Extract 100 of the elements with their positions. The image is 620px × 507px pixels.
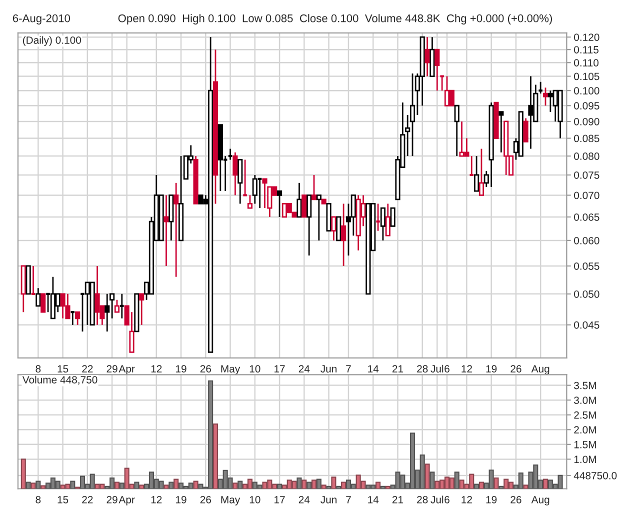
- bar: [474, 484, 480, 489]
- bar: [164, 484, 169, 489]
- y-tick-label: 0.090: [574, 118, 600, 126]
- bar: [36, 480, 41, 489]
- bar: [302, 480, 307, 489]
- x-tick-label: 14: [368, 496, 379, 504]
- bar: [336, 486, 342, 489]
- candlestick: [276, 190, 282, 218]
- x-tick-label: 29: [106, 365, 118, 373]
- x-tick-label: 8: [36, 496, 41, 504]
- x-tick-label: 7: [346, 365, 351, 372]
- x-tick-label: 15: [58, 365, 68, 373]
- bar: [321, 484, 326, 489]
- candlestick: [341, 203, 346, 267]
- x-tick-label: 29: [106, 496, 118, 504]
- bar: [238, 480, 243, 489]
- x-tick-label: 17: [274, 365, 285, 372]
- bar: [30, 482, 36, 489]
- x-tick-label: Apr: [118, 365, 135, 375]
- candlestick: [36, 287, 41, 307]
- x-tick-label: 24: [298, 496, 310, 504]
- bar: [454, 472, 460, 489]
- x-tick-label: Apr: [118, 496, 135, 506]
- x-tick-label: 26: [510, 496, 522, 504]
- x-tick-label: 14: [368, 365, 379, 372]
- x-tick-label: 26: [200, 365, 211, 373]
- candlestick: [424, 36, 430, 77]
- x-tick-label: Jul: [430, 496, 444, 504]
- y-tick-label: 0.045: [574, 321, 600, 329]
- x-tick-label: Aug: [531, 496, 550, 506]
- x-tick-label: 19: [176, 496, 186, 504]
- x-tick-label: 12: [462, 496, 472, 504]
- candlestick: [306, 194, 312, 256]
- x-tick-label: 17: [274, 496, 285, 504]
- x-tick-label: May: [221, 365, 240, 375]
- x-tick-label: Jul: [430, 364, 444, 373]
- bar: [174, 478, 179, 489]
- candlestick: [410, 72, 416, 157]
- y-tick-label: 0.115: [574, 46, 598, 54]
- bar: [478, 482, 484, 489]
- y-tick-label: 0.070: [574, 192, 600, 200]
- x-tick-label: 28: [417, 365, 428, 373]
- y-tick-label: 3.0M: [574, 396, 596, 404]
- y-tick-label: 0.055: [574, 262, 600, 270]
- candlestick: [316, 194, 322, 242]
- x-tick-label: 26: [200, 496, 211, 504]
- candlestick: [302, 194, 307, 218]
- y-tick-label: 0.075: [574, 171, 600, 179]
- bar: [385, 486, 390, 489]
- x-tick-label: Jun: [320, 496, 336, 504]
- bar: [20, 458, 26, 489]
- x-tick-label: 26: [510, 365, 522, 373]
- y-tick-label: 0.050: [574, 290, 600, 298]
- x-tick-label: 6: [444, 496, 450, 504]
- x-tick-label: 21: [392, 496, 404, 504]
- x-tick-label: 15: [58, 496, 68, 504]
- x-tick-label: 22: [82, 365, 93, 372]
- candlestick: [114, 299, 120, 313]
- bar: [316, 478, 322, 489]
- bar: [232, 482, 238, 489]
- candlestick: [139, 293, 144, 326]
- x-tick-label: 19: [486, 496, 497, 504]
- x-tick-label: 6: [444, 365, 450, 373]
- x-tick-label: 19: [486, 365, 497, 373]
- candlestick: [242, 159, 248, 196]
- x-tick-label: 28: [417, 496, 428, 504]
- candlestick: [375, 203, 381, 232]
- bar: [523, 484, 528, 489]
- chart-title: 6-Aug-2010: [12, 14, 70, 24]
- candlestick: [296, 182, 302, 218]
- bar: [26, 482, 31, 489]
- y-tick-label: 0.065: [574, 213, 600, 221]
- bar: [277, 484, 282, 489]
- chart-subtitle: Open 0.090 High 0.100 Low 0.085 Close 0.100 Volume 448.8K Chg +0.000 (+0.00%): [118, 14, 552, 24]
- x-tick-label: 12: [151, 496, 162, 504]
- x-tick-label: 8: [36, 365, 41, 373]
- candlestick: [75, 311, 80, 326]
- candlestick: [523, 118, 528, 142]
- bar: [380, 486, 386, 489]
- x-tick-label: Jun: [320, 365, 336, 373]
- x-tick-label: 12: [151, 365, 162, 372]
- candlestick: [498, 111, 504, 154]
- annotation: Volume 448,750: [22, 376, 98, 385]
- bar: [494, 478, 499, 489]
- x-tick-label: 24: [298, 365, 310, 372]
- x-tick-label: 10: [250, 496, 260, 504]
- bar: [296, 478, 302, 489]
- bar: [542, 478, 548, 489]
- bar: [134, 482, 140, 489]
- y-tick-label: 0.110: [574, 59, 599, 66]
- candlestick: [434, 48, 440, 92]
- y-tick-label: 0.100: [574, 87, 600, 94]
- x-tick-label: May: [221, 496, 240, 506]
- bar: [40, 485, 46, 489]
- bar: [70, 480, 76, 489]
- candlestick: [164, 194, 169, 267]
- annotation: (Daily) 0.100: [23, 36, 82, 46]
- x-tick-label: 12: [462, 365, 472, 372]
- x-tick-label: 19: [176, 365, 186, 373]
- bar: [311, 480, 317, 489]
